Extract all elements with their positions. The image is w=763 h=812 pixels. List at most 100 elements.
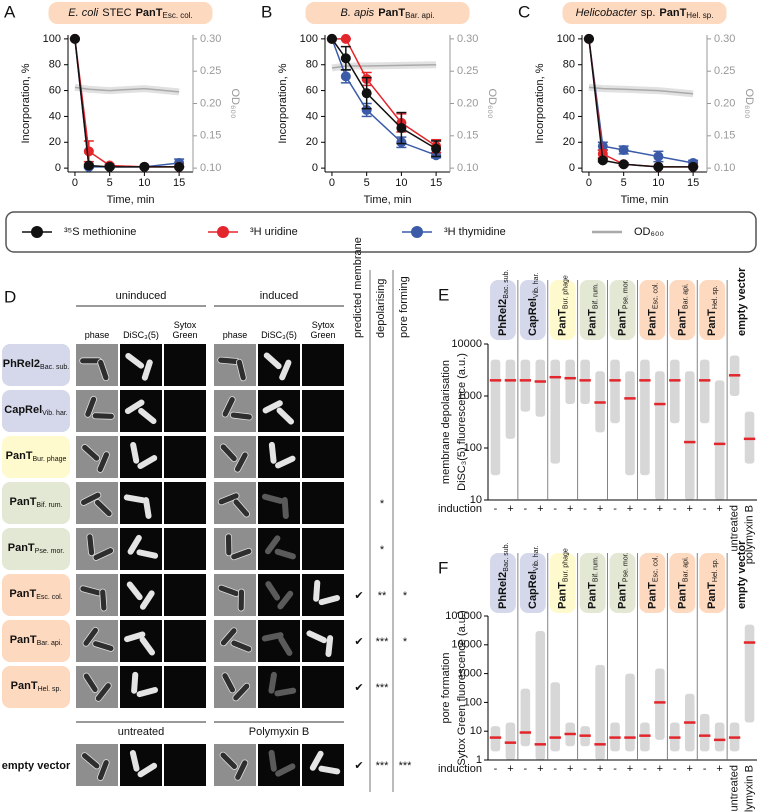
- group-label-part: CapRel: [527, 298, 539, 336]
- y-tick-label: 80: [563, 59, 575, 71]
- group-label: PanTHel. sp.: [706, 558, 719, 609]
- group-label: PanTBif. rum.: [587, 556, 600, 609]
- row-label-part: Bif. rum.: [36, 502, 62, 509]
- row-label-part: PanT: [8, 542, 35, 554]
- y-tick-label: 20: [306, 136, 318, 148]
- x-tick-label: -: [524, 503, 528, 515]
- cell: [97, 359, 110, 382]
- group-label-part: PanT: [676, 309, 688, 336]
- cell: [82, 626, 99, 647]
- row-pill: [2, 574, 70, 616]
- data-point: [618, 159, 629, 170]
- cell: [281, 497, 289, 520]
- y-axis-label: Incorporation, %: [277, 63, 289, 143]
- cell: [97, 759, 110, 781]
- data-point: [653, 161, 664, 172]
- micrograph: [302, 666, 344, 708]
- group-label-part: Bur. phage: [563, 548, 570, 582]
- group-label-part: PanT: [557, 309, 569, 336]
- group-pill: [639, 553, 666, 613]
- row-pill: [2, 390, 70, 432]
- y2-tick-label: 0.30: [457, 33, 478, 45]
- legend-marker: [31, 226, 43, 238]
- data-point: [340, 53, 351, 64]
- x-axis-label: Time, min: [107, 194, 155, 206]
- group-label: PhRel2Bac. sub.: [497, 269, 510, 336]
- point-spread: [490, 359, 501, 476]
- x-tick-label: -: [583, 503, 587, 515]
- micrograph: [302, 574, 344, 616]
- y-tick-label: 100000: [445, 610, 482, 622]
- x-tick-label: -: [613, 763, 617, 775]
- point-spread: [670, 359, 680, 424]
- x-tick-label: -: [673, 503, 677, 515]
- row-pill: [2, 528, 70, 570]
- cell: [263, 352, 282, 370]
- panel-label: C: [518, 2, 530, 21]
- data-point: [83, 146, 94, 157]
- cell: [275, 455, 296, 469]
- row-label-part: Bur. phage: [33, 456, 67, 463]
- row-label-part: PanT: [11, 680, 38, 692]
- row-label-part: Bac. sub.: [40, 364, 69, 371]
- y-tick-label: 1000: [458, 668, 482, 680]
- data-point: [431, 143, 442, 154]
- side-label: membrane depolarisation: [440, 360, 452, 484]
- cell: [318, 765, 341, 775]
- point-spread: [580, 359, 590, 405]
- group-pill: [699, 553, 726, 613]
- x-tick-label: 10: [138, 177, 150, 189]
- group-label-part: Hel. sp.: [712, 558, 719, 582]
- row-mark: ***: [376, 636, 390, 648]
- cell: [221, 672, 236, 694]
- cell: [137, 455, 158, 470]
- x-tick-label: +: [537, 763, 543, 775]
- y2-tick-label: 0.10: [457, 162, 478, 174]
- point-spread: [520, 688, 531, 747]
- group-label-part: Bac. sub.: [503, 269, 510, 298]
- cell: [96, 451, 110, 473]
- point-spread: [550, 682, 561, 752]
- cell: [127, 534, 142, 555]
- group-label-part: empty vector: [736, 540, 748, 609]
- x-tick-label: +: [716, 503, 722, 515]
- column-header-box: Sytox Green: [310, 320, 335, 340]
- x-tick-label: +: [657, 763, 663, 775]
- group-label-part: PanT: [587, 582, 599, 609]
- panel-label: E: [438, 285, 449, 304]
- group-label-part: PanT: [706, 309, 718, 336]
- y-tick-label: 1000: [458, 390, 482, 402]
- x-tick-label: -: [494, 763, 498, 775]
- group-label-part: Esc. col.: [652, 556, 659, 583]
- point-spread: [699, 713, 710, 752]
- cell: [81, 444, 101, 462]
- group-label-part: Bif. rum.: [592, 283, 599, 309]
- y-tick-label: 1: [476, 754, 482, 766]
- micrograph: [164, 666, 206, 708]
- cell: [129, 750, 140, 772]
- row-label: PanTBur. phage: [6, 450, 67, 463]
- point-spread: [699, 359, 710, 424]
- point-spread: [744, 624, 755, 723]
- group-label-part: PanT: [646, 582, 658, 609]
- column-header-box: phase: [223, 330, 248, 340]
- cell: [81, 752, 101, 770]
- group-label: PanTEsc. col.: [646, 283, 659, 336]
- group-label-part: PanT: [646, 309, 658, 336]
- cell: [139, 636, 156, 656]
- row-mark: *: [403, 636, 408, 648]
- group-label-part: Esc. col.: [652, 283, 659, 310]
- group-label-part: PanT: [616, 309, 628, 336]
- row-label-part: CapRel: [4, 404, 42, 416]
- control-header: Polymyxin B: [249, 726, 310, 738]
- micrograph: [164, 744, 206, 786]
- y2-tick-label: 0.20: [457, 97, 478, 109]
- cell: [234, 759, 249, 781]
- x-tick-label: -: [703, 503, 707, 515]
- data-point: [139, 161, 150, 172]
- x-tick-label: -: [524, 763, 528, 775]
- cell: [217, 492, 240, 506]
- x-tick-label: -: [703, 763, 707, 775]
- y2-tick-label: 0.25: [200, 65, 221, 77]
